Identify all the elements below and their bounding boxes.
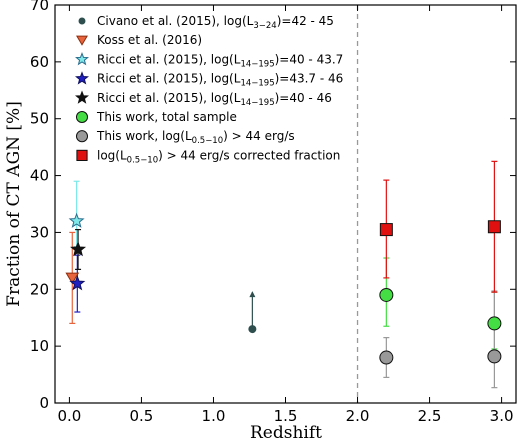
legend-marker xyxy=(76,35,88,46)
x-tick-label: 0.5 xyxy=(130,407,154,425)
x-tick-label: 1.5 xyxy=(274,407,298,425)
data-point xyxy=(70,241,87,257)
x-tick-label: 2.5 xyxy=(418,407,442,425)
legend-marker xyxy=(75,71,89,85)
x-tick-label: 0.0 xyxy=(57,407,81,425)
data-point xyxy=(68,212,85,228)
data-point xyxy=(379,223,393,237)
legend-marker xyxy=(76,149,88,162)
x-tick-label: 1.0 xyxy=(202,407,226,425)
data-point xyxy=(487,316,502,331)
y-tick-label: 70 xyxy=(30,0,49,14)
y-tick-label: 0 xyxy=(39,394,49,412)
legend-label: Ricci et al. (2015), log(L14−195)=40 - 4… xyxy=(97,91,332,108)
x-tick-label: 2.0 xyxy=(346,407,370,425)
y-tick-label: 30 xyxy=(30,223,49,241)
y-tick-label: 20 xyxy=(30,280,49,298)
y-axis-label: Fraction of CT AGN [%] xyxy=(4,101,24,307)
legend-marker xyxy=(75,52,89,66)
y-tick-label: 50 xyxy=(30,110,49,128)
legend-label: Koss et al. (2016) xyxy=(97,33,202,47)
legend-marker xyxy=(78,17,86,25)
data-point xyxy=(379,350,394,365)
data-point xyxy=(487,349,502,364)
legend-label: Ricci et al. (2015), log(L14−195)=43.7 -… xyxy=(97,72,343,89)
x-axis-label: Redshift xyxy=(250,423,322,443)
data-point xyxy=(248,325,257,334)
legend-marker xyxy=(75,110,89,124)
y-tick-label: 10 xyxy=(30,337,49,355)
legend-label: log(L0.5−10) > 44 erg/s corrected fracti… xyxy=(97,148,340,165)
data-point xyxy=(69,275,86,291)
legend-marker xyxy=(75,90,89,104)
y-tick-label: 60 xyxy=(30,53,49,71)
y-tick-label: 40 xyxy=(30,167,49,185)
legend-marker xyxy=(75,130,89,143)
legend-label: This work, log(L0.5−10) > 44 erg/s xyxy=(96,129,295,146)
x-tick-label: 3.0 xyxy=(490,407,514,425)
legend-label: Ricci et al. (2015), log(L14−195)=40 - 4… xyxy=(97,52,343,69)
legend-label: Civano et al. (2015), log(L3−24)=42 - 45 xyxy=(97,14,334,31)
lower-limit-arrow xyxy=(249,291,256,298)
legend-label: This work, total sample xyxy=(96,110,237,124)
data-point xyxy=(487,220,501,234)
data-point xyxy=(65,272,80,285)
data-point xyxy=(379,287,394,302)
